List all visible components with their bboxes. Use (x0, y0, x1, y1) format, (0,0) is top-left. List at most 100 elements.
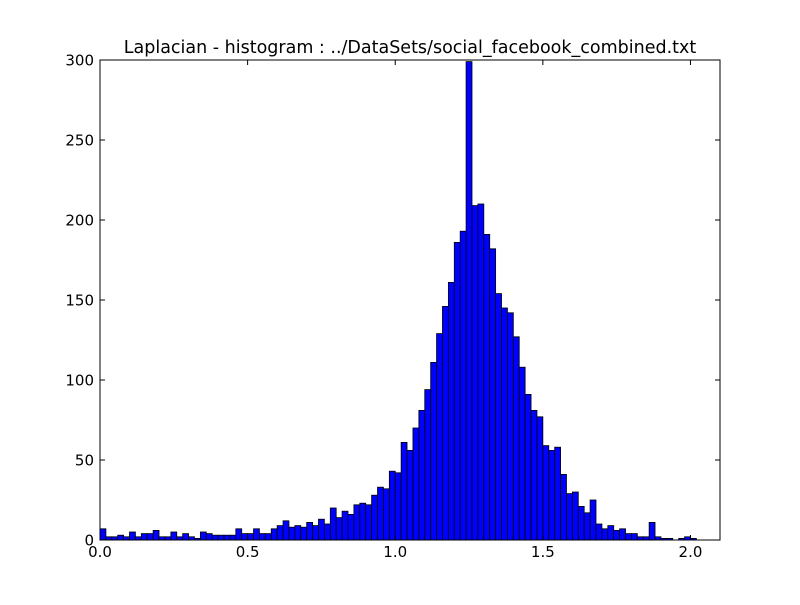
histogram-bar (253, 528, 260, 541)
histogram-bar (235, 528, 243, 541)
histogram-bar (182, 533, 189, 541)
histogram-bar (371, 494, 378, 541)
y-tick-label: 0 (84, 532, 94, 550)
y-tick-label: 300 (65, 52, 94, 70)
histogram-bar (99, 528, 107, 541)
histogram-bar (424, 389, 432, 541)
histogram-bar (259, 533, 266, 541)
histogram-bar (507, 312, 514, 541)
histogram-bar (648, 522, 656, 541)
histogram-bar (117, 534, 125, 541)
histogram-bar (477, 203, 485, 541)
histogram-bar (282, 520, 290, 541)
histogram-bar (442, 305, 449, 541)
x-tick-label: 1.0 (383, 543, 407, 561)
histogram-bar (595, 523, 603, 541)
histogram-bar (625, 533, 632, 541)
histogram-bar (312, 525, 319, 541)
y-tick-label: 150 (65, 292, 94, 310)
histogram-bar (400, 441, 408, 541)
histogram-bar (447, 281, 455, 541)
histogram-bar (589, 499, 597, 541)
histogram-bar (318, 518, 325, 541)
histogram-bar (489, 248, 497, 541)
histogram-bar (359, 502, 367, 541)
histogram-bar (524, 393, 532, 541)
plot-frame (99, 59, 721, 541)
histogram-bar (205, 533, 213, 541)
x-tick-label: 0.0 (88, 543, 112, 561)
histogram-bar (347, 514, 355, 541)
y-tick-label: 200 (65, 212, 94, 230)
histogram-bar (306, 522, 313, 541)
histogram-bar (512, 336, 520, 541)
x-tick-label: 2.0 (679, 543, 703, 561)
histogram-bar (583, 512, 591, 541)
y-tick-label: 50 (75, 452, 94, 470)
y-tick-label: 250 (65, 132, 94, 150)
histogram-bar (518, 366, 526, 541)
histogram-bar (329, 507, 337, 541)
histogram-bar (554, 446, 561, 541)
histogram-bar (536, 416, 544, 541)
histogram-bar (495, 293, 502, 541)
histogram-bar (383, 488, 390, 541)
histogram-bar (241, 533, 249, 541)
histogram-bar (365, 504, 373, 541)
histogram-bar (412, 427, 420, 541)
chart-title: Laplacian - histogram : ../DataSets/soci… (124, 38, 697, 58)
histogram-bar (613, 530, 621, 541)
histogram-bar (394, 472, 402, 541)
histogram-bar (264, 533, 272, 541)
histogram-bar (129, 531, 136, 541)
histogram-bar (335, 517, 343, 541)
histogram-bar (459, 230, 467, 541)
y-tick-label: 100 (65, 372, 94, 390)
histogram-bar (571, 491, 579, 541)
x-tick-label: 0.5 (236, 543, 260, 561)
histogram-bar (471, 205, 479, 541)
histogram-bar (229, 534, 237, 541)
histogram-bar (146, 533, 154, 541)
histogram-bar (607, 525, 615, 541)
histogram-bar (276, 525, 284, 541)
histogram-bar (294, 525, 302, 541)
histogram-bar (418, 409, 426, 541)
histogram-bars (99, 61, 697, 541)
histogram-bar (483, 233, 491, 541)
histogram-bar (430, 361, 437, 541)
histogram-bar (247, 533, 254, 541)
histogram-bar (566, 493, 573, 541)
histogram-bar (288, 526, 296, 541)
histogram-bar (530, 409, 538, 541)
histogram-bar (406, 449, 414, 541)
histogram-bar (465, 61, 473, 541)
histogram-bar (542, 445, 550, 541)
axis-ticks: 0.0 0.5 1.0 1.5 2.0 0 50 100 150 200 250 300 (65, 52, 720, 561)
histogram-bar (560, 473, 567, 541)
histogram-bar (577, 505, 585, 541)
histogram-bar (601, 528, 609, 541)
histogram-bar (388, 470, 396, 541)
histogram-bar (170, 531, 178, 541)
histogram-bar (300, 526, 308, 541)
histogram-bar (199, 531, 207, 541)
histogram-bar (453, 241, 461, 541)
histogram-bar (217, 534, 225, 541)
histogram-bar (619, 528, 626, 541)
histogram-bar (211, 534, 219, 541)
histogram-bar (140, 533, 148, 541)
histogram-bar (353, 504, 361, 541)
x-tick-label: 1.5 (531, 543, 555, 561)
histogram-bar (270, 528, 278, 541)
histogram-bar (152, 530, 160, 541)
histogram-bar (323, 523, 331, 541)
histogram-bar (223, 534, 231, 541)
histogram-bar (631, 533, 638, 541)
histogram-bar (548, 449, 556, 541)
histogram-bar (341, 510, 349, 541)
histogram-bar (377, 486, 384, 541)
histogram-bar (436, 333, 443, 541)
